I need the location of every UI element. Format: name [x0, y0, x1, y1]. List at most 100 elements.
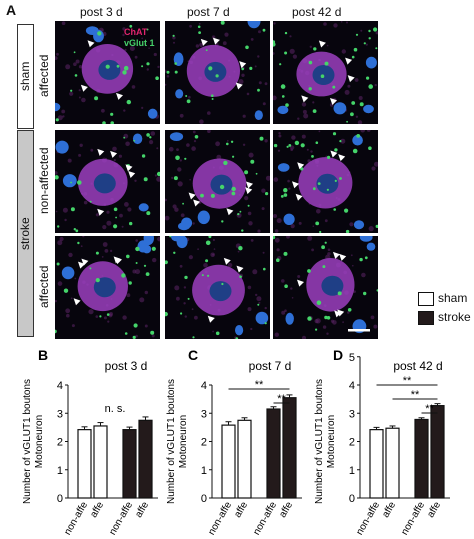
vglut1-punctum	[280, 84, 286, 89]
background-speckle	[166, 75, 170, 78]
dapi-nucleus	[363, 104, 374, 114]
vglut1-punctum	[105, 64, 110, 69]
vglut1-punctum	[284, 51, 288, 55]
vglut1-punctum	[150, 330, 155, 335]
vglut1-punctum	[220, 21, 225, 25]
chart-b-bar-2	[93, 425, 108, 499]
vglut1-punctum	[155, 76, 159, 80]
stroke-group-box: stroke	[17, 130, 34, 337]
arrowhead-marker	[345, 57, 353, 65]
background-speckle	[276, 218, 282, 224]
background-speckle	[171, 176, 174, 179]
background-speckle	[169, 146, 174, 152]
dapi-nucleus	[132, 133, 143, 145]
background-speckle	[177, 167, 182, 172]
vglut1-punctum	[363, 291, 367, 296]
background-speckle	[258, 301, 261, 304]
background-speckle	[310, 150, 313, 153]
background-speckle	[289, 35, 292, 38]
vglut1-punctum	[70, 207, 75, 212]
arrowhead-marker	[318, 40, 326, 48]
chart-b-panel-letter: B	[38, 347, 48, 363]
background-speckle	[82, 236, 85, 238]
vglut1-punctum	[219, 184, 225, 190]
background-speckle	[250, 239, 254, 242]
vglut1-punctum	[77, 241, 80, 245]
background-speckle	[56, 52, 59, 56]
vglut1-punctum	[77, 180, 82, 185]
background-speckle	[255, 293, 258, 297]
vglut1-punctum	[169, 236, 172, 238]
background-speckle	[347, 311, 350, 314]
background-speckle	[124, 202, 129, 207]
chart-b-annotation-ns: n. s.	[105, 403, 126, 415]
vglut1-punctum	[95, 278, 100, 283]
background-speckle	[65, 308, 71, 314]
chart-c-category-label: affe	[232, 500, 250, 520]
background-speckle	[212, 330, 214, 333]
chart-b-category-label: non-affe	[107, 500, 135, 538]
background-speckle	[252, 269, 258, 275]
vglut1-punctum	[294, 140, 300, 146]
arrowhead-marker	[193, 199, 201, 207]
legend-label-stroke: stroke	[438, 310, 471, 324]
background-speckle	[357, 120, 363, 124]
chart-d-category-label: affe	[380, 500, 398, 520]
vglut1-punctum	[174, 70, 178, 74]
dapi-nucleus	[138, 203, 149, 212]
background-speckle	[78, 153, 82, 157]
stroke-group-label: stroke	[18, 217, 32, 250]
vglut1-punctum	[55, 175, 59, 180]
chart-d-significance-label: **	[403, 375, 412, 387]
vglut1-punctum	[55, 118, 59, 122]
background-speckle	[281, 279, 285, 283]
arrowhead-marker	[338, 154, 346, 162]
dapi-nucleus	[366, 242, 376, 251]
background-speckle	[273, 214, 277, 218]
legend-label-sham: sham	[438, 291, 468, 305]
vglut1-punctum	[255, 172, 258, 175]
background-speckle	[156, 176, 160, 182]
background-speckle	[215, 141, 220, 147]
vglut1-punctum	[315, 221, 320, 226]
vglut1-punctum	[70, 89, 73, 92]
background-speckle	[246, 92, 250, 96]
chart-c-ylabel-line1: Number of vGLUT1 boutons	[166, 379, 177, 504]
chart-c-category-label: non-affe	[206, 500, 234, 538]
chart-d-bar-4	[430, 405, 445, 499]
background-speckle	[309, 45, 312, 48]
chart-c-y-tick-label: 3	[201, 408, 207, 420]
background-speckle	[64, 218, 67, 222]
background-speckle	[81, 97, 86, 103]
vglut1-punctum	[146, 62, 150, 66]
vglut1-punctum	[238, 246, 243, 251]
background-speckle	[375, 31, 378, 35]
background-speckle	[71, 324, 75, 328]
vglut1-punctum	[376, 289, 378, 292]
background-speckle	[289, 48, 295, 54]
background-speckle	[273, 177, 279, 182]
background-speckle	[62, 207, 68, 213]
vglut1-punctum	[102, 121, 106, 124]
vglut1-punctum	[320, 74, 325, 78]
chart-b-title: post 3 d	[105, 359, 148, 373]
background-speckle	[101, 256, 104, 258]
dapi-nucleus	[353, 220, 365, 230]
arrowhead-marker	[128, 171, 136, 178]
vglut1-punctum	[368, 146, 372, 150]
vglut1-punctum	[174, 62, 177, 65]
vglut1-punctum	[288, 144, 292, 147]
background-speckle	[360, 29, 363, 32]
background-speckle	[302, 109, 307, 114]
column-header-post-7d: post 7 d	[187, 5, 230, 19]
chart-b-y-tick-label: 0	[57, 493, 63, 505]
background-speckle	[74, 277, 77, 280]
arrowhead-marker	[301, 95, 309, 103]
vglut1-punctum	[326, 316, 331, 320]
vglut1-punctum	[166, 70, 170, 74]
background-speckle	[256, 296, 262, 302]
background-speckle	[191, 146, 196, 151]
vglut1-punctum	[273, 42, 276, 47]
vglut1-punctum	[94, 96, 99, 101]
chart-d-y-tick-label: 5	[349, 352, 355, 364]
